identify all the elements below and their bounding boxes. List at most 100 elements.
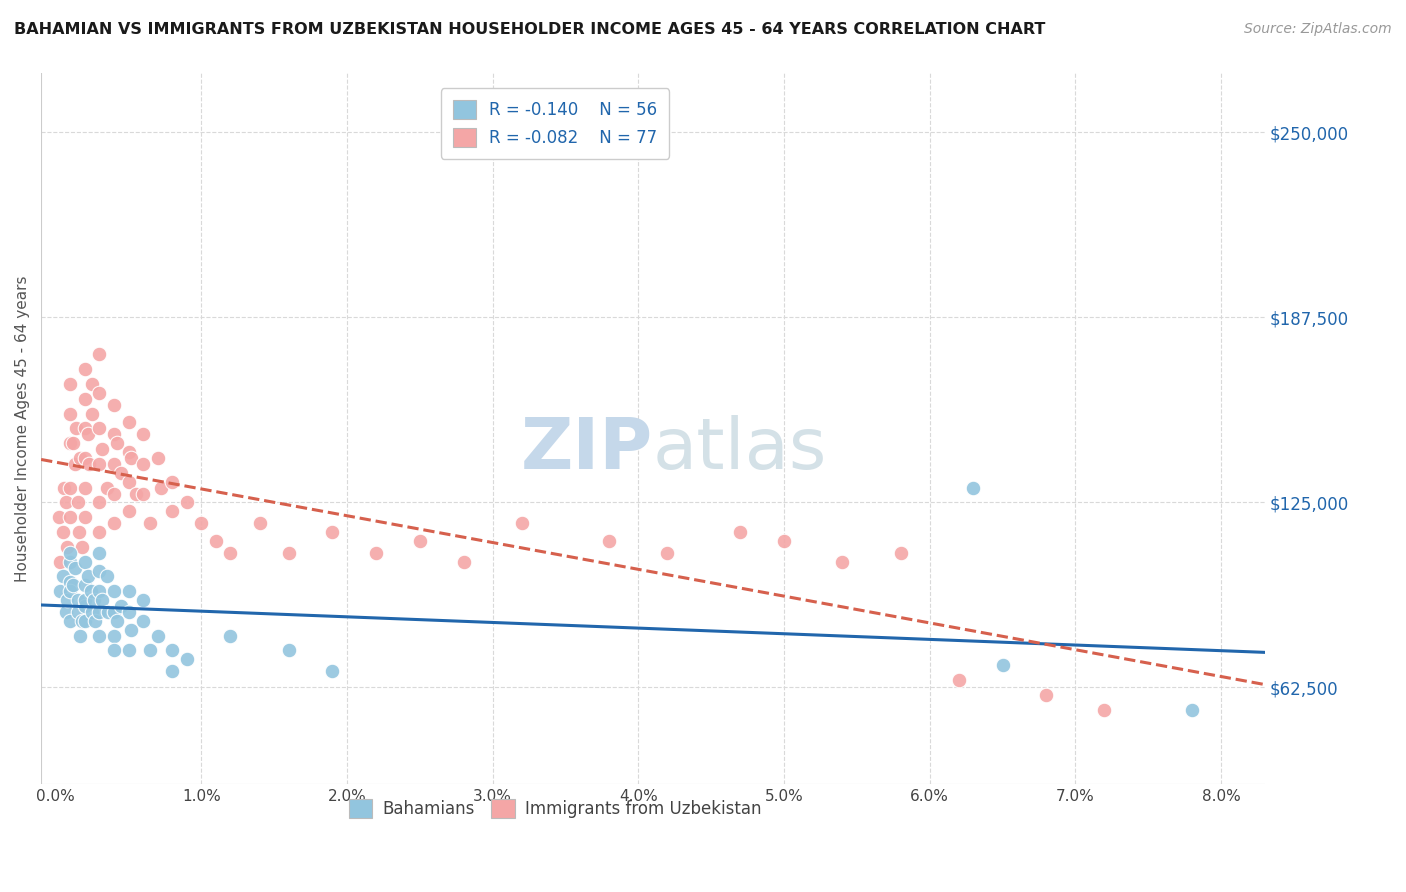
Point — [117, 445, 139, 459]
Point — [59, 407, 82, 421]
Point — [139, 643, 162, 657]
Point — [79, 584, 101, 599]
Point — [103, 605, 125, 619]
Point — [117, 416, 139, 430]
Point — [73, 555, 96, 569]
Point — [82, 407, 104, 421]
Point — [110, 599, 132, 613]
Point — [103, 643, 125, 657]
Point — [125, 486, 148, 500]
Point — [962, 481, 984, 495]
Point — [889, 546, 911, 560]
Point — [176, 652, 198, 666]
Point — [132, 457, 155, 471]
Point — [73, 392, 96, 406]
Point — [59, 614, 82, 628]
Point — [73, 599, 96, 613]
Point — [97, 605, 120, 619]
Point — [73, 362, 96, 376]
Point — [89, 385, 111, 400]
Point — [89, 347, 111, 361]
Point — [53, 481, 76, 495]
Point — [59, 546, 82, 560]
Point — [277, 643, 299, 657]
Point — [70, 540, 93, 554]
Point — [657, 546, 679, 560]
Point — [59, 376, 82, 391]
Point — [62, 436, 84, 450]
Point — [366, 546, 388, 560]
Point — [66, 593, 89, 607]
Point — [89, 524, 111, 539]
Point — [66, 605, 89, 619]
Point — [66, 495, 89, 509]
Point — [59, 575, 82, 590]
Point — [73, 510, 96, 524]
Point — [991, 658, 1014, 673]
Point — [82, 376, 104, 391]
Point — [89, 546, 111, 560]
Point — [69, 450, 91, 465]
Point — [96, 481, 118, 495]
Point — [105, 436, 128, 450]
Point — [49, 555, 72, 569]
Point — [103, 398, 125, 412]
Point — [120, 450, 142, 465]
Point — [76, 569, 98, 583]
Point — [59, 555, 82, 569]
Point — [103, 486, 125, 500]
Point — [89, 564, 111, 578]
Point — [52, 569, 75, 583]
Point — [598, 533, 620, 548]
Point — [73, 421, 96, 435]
Point — [510, 516, 533, 530]
Point — [409, 533, 432, 548]
Point — [149, 481, 172, 495]
Point — [52, 524, 75, 539]
Point — [730, 524, 752, 539]
Point — [56, 540, 79, 554]
Legend: Bahamians, Immigrants from Uzbekistan: Bahamians, Immigrants from Uzbekistan — [342, 793, 768, 825]
Point — [76, 427, 98, 442]
Point — [59, 436, 82, 450]
Point — [89, 605, 111, 619]
Point — [120, 623, 142, 637]
Point — [91, 442, 114, 456]
Point — [103, 427, 125, 442]
Point — [948, 673, 970, 687]
Point — [132, 427, 155, 442]
Point — [117, 475, 139, 489]
Point — [77, 457, 100, 471]
Point — [117, 584, 139, 599]
Point — [73, 614, 96, 628]
Point — [89, 421, 111, 435]
Point — [160, 664, 183, 678]
Point — [56, 593, 79, 607]
Point — [55, 605, 77, 619]
Point — [117, 605, 139, 619]
Point — [139, 516, 162, 530]
Point — [73, 450, 96, 465]
Point — [103, 516, 125, 530]
Point — [55, 495, 77, 509]
Point — [82, 605, 104, 619]
Text: Source: ZipAtlas.com: Source: ZipAtlas.com — [1244, 22, 1392, 37]
Point — [63, 560, 86, 574]
Point — [831, 555, 853, 569]
Point — [89, 629, 111, 643]
Point — [65, 421, 87, 435]
Point — [67, 524, 90, 539]
Point — [96, 569, 118, 583]
Point — [190, 516, 212, 530]
Point — [59, 584, 82, 599]
Point — [160, 475, 183, 489]
Point — [321, 664, 343, 678]
Point — [103, 584, 125, 599]
Point — [160, 643, 183, 657]
Point — [117, 643, 139, 657]
Text: atlas: atlas — [652, 415, 827, 484]
Point — [146, 450, 169, 465]
Point — [89, 495, 111, 509]
Point — [73, 578, 96, 592]
Point — [105, 614, 128, 628]
